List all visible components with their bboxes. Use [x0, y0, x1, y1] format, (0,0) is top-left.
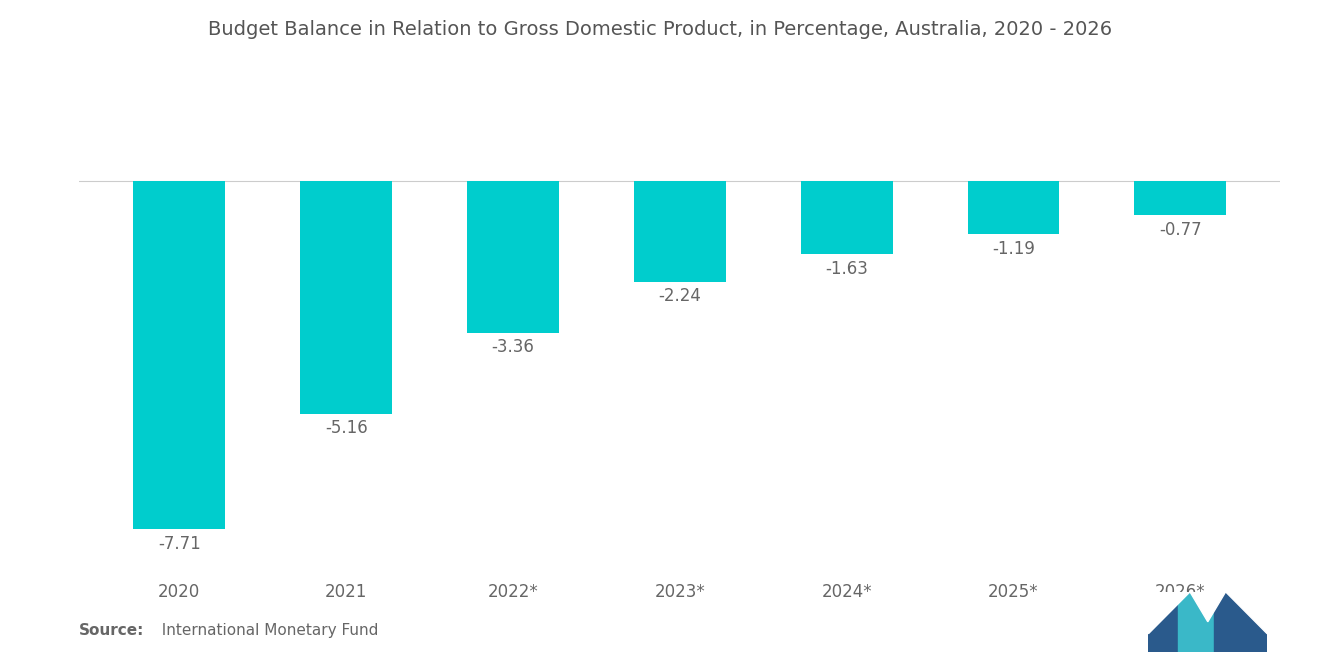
Text: -5.16: -5.16: [325, 420, 367, 438]
Bar: [634, 181, 726, 282]
Bar: [467, 181, 558, 332]
Text: -0.77: -0.77: [1159, 221, 1201, 239]
Text: -3.36: -3.36: [491, 338, 535, 356]
Bar: [968, 181, 1060, 235]
Text: Source:: Source:: [79, 623, 145, 638]
Bar: [801, 181, 892, 254]
Bar: [300, 181, 392, 414]
Polygon shape: [1148, 592, 1203, 652]
Polygon shape: [1191, 592, 1226, 622]
Text: International Monetary Fund: International Monetary Fund: [152, 623, 378, 638]
Polygon shape: [1179, 592, 1238, 652]
Text: -1.63: -1.63: [825, 260, 869, 278]
Text: -2.24: -2.24: [659, 287, 701, 305]
Bar: [133, 181, 226, 529]
Text: -1.19: -1.19: [993, 240, 1035, 258]
Polygon shape: [1148, 592, 1191, 634]
Text: Budget Balance in Relation to Gross Domestic Product, in Percentage, Australia, : Budget Balance in Relation to Gross Dome…: [209, 20, 1111, 39]
Bar: [1134, 181, 1226, 215]
Text: -7.71: -7.71: [158, 535, 201, 553]
Polygon shape: [1214, 592, 1267, 652]
Polygon shape: [1226, 592, 1267, 634]
